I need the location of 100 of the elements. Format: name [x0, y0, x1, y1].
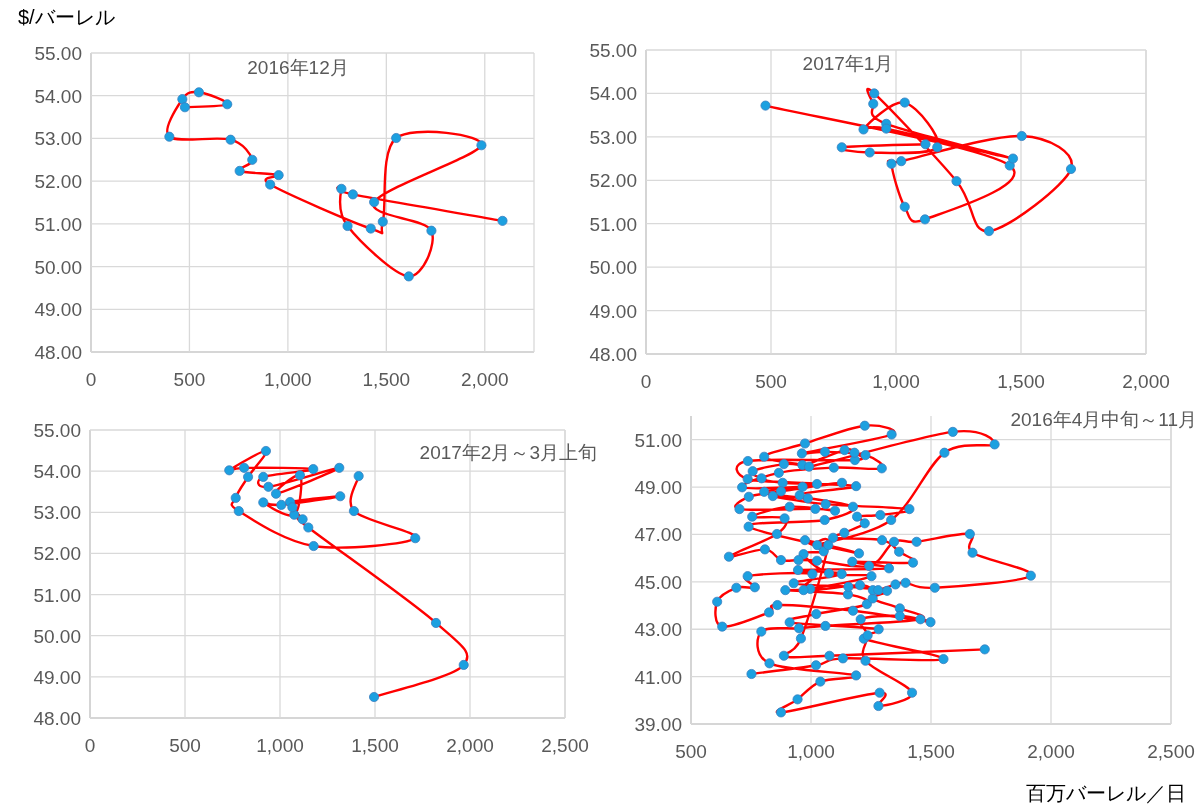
y-tick-label: 54.00 — [33, 461, 81, 483]
y-tick-label: 52.00 — [589, 170, 637, 192]
y-tick-label: 51.00 — [33, 584, 81, 606]
point — [984, 226, 994, 237]
y-tick-label: 51.00 — [589, 213, 637, 235]
y-tick-label: 53.00 — [589, 126, 637, 148]
point — [881, 123, 892, 134]
x-tick-label: 2,500 — [1147, 741, 1195, 762]
y-tick-label: 53.00 — [33, 502, 81, 524]
point — [353, 471, 364, 482]
x-tick-label: 1,500 — [351, 735, 399, 756]
point — [869, 88, 880, 99]
y-tick-label: 50.00 — [33, 625, 81, 647]
point — [348, 506, 359, 517]
y-tick-label: 55.00 — [589, 40, 637, 61]
point — [303, 522, 314, 533]
point — [230, 492, 241, 503]
x-tick-label: 2,000 — [1122, 371, 1170, 392]
point — [287, 502, 298, 513]
point — [239, 462, 250, 473]
point — [273, 170, 284, 181]
x-tick-label: 1,000 — [872, 371, 920, 392]
point — [886, 158, 897, 169]
y-tick-label: 45.00 — [634, 571, 682, 593]
x-tick-label: 0 — [640, 371, 652, 392]
y-tick-label: 48.00 — [589, 344, 637, 365]
y-tick-label: 52.00 — [34, 171, 82, 193]
x-tick-label: 500 — [169, 735, 201, 756]
text: 2017年2月～3月上旬 — [419, 442, 597, 463]
point — [234, 165, 245, 176]
chart-title: 2016年12月 — [247, 57, 349, 78]
point — [1008, 153, 1018, 164]
point — [222, 99, 233, 110]
point — [308, 464, 319, 475]
point — [497, 215, 508, 226]
point — [377, 216, 388, 227]
point — [179, 102, 190, 113]
point — [410, 533, 421, 544]
point — [1066, 163, 1076, 174]
point — [836, 142, 847, 153]
y-tick-label: 49.00 — [634, 477, 682, 499]
point — [858, 124, 869, 135]
point — [258, 497, 269, 508]
point — [271, 488, 282, 499]
x-tick-label: 1,000 — [787, 741, 835, 762]
point — [896, 156, 907, 167]
y-tick-label: 55.00 — [33, 420, 81, 441]
point — [920, 139, 931, 150]
x-tick-label: 1,500 — [362, 369, 411, 390]
point — [177, 94, 188, 105]
chart-title: 2017年1月 — [802, 53, 894, 74]
y-tick-label: 54.00 — [34, 85, 82, 107]
point — [260, 445, 271, 456]
point — [294, 470, 305, 481]
point — [164, 131, 175, 142]
y-tick-label: 47.00 — [634, 524, 682, 546]
point — [224, 465, 235, 476]
point — [458, 659, 469, 670]
point — [430, 617, 441, 628]
point — [347, 189, 358, 200]
point — [864, 147, 875, 158]
point — [308, 541, 319, 552]
y-tick-label: 50.00 — [34, 256, 82, 278]
point — [258, 471, 269, 482]
chart-title: 2016年4月中旬～11月 — [1010, 409, 1197, 430]
point — [391, 133, 402, 143]
x-axis-title: 百万バーレル／日 — [1026, 782, 1186, 804]
x-tick-label: 500 — [173, 369, 206, 390]
y-tick-label: 39.00 — [634, 714, 682, 735]
point — [342, 220, 353, 231]
y-axis-title: $/バーレル — [18, 6, 115, 28]
y-tick-label: 49.00 — [33, 666, 81, 688]
y-tick-label: 52.00 — [33, 543, 81, 565]
point — [265, 179, 276, 190]
y-tick-label: 50.00 — [589, 257, 637, 279]
x-tick-label: 1,500 — [907, 741, 955, 762]
point — [899, 201, 910, 212]
x-tick-label: 1,000 — [264, 369, 312, 390]
point — [899, 97, 910, 108]
x-tick-label: 2,000 — [1027, 741, 1075, 762]
y-tick-label: 55.00 — [34, 43, 82, 64]
point — [297, 514, 308, 525]
y-tick-label: 48.00 — [33, 708, 81, 729]
point — [920, 214, 930, 225]
y-tick-label: 49.00 — [589, 300, 637, 322]
x-tick-label: 0 — [84, 735, 96, 756]
point — [760, 100, 771, 111]
point — [868, 98, 879, 109]
point — [365, 223, 376, 234]
point — [263, 481, 274, 492]
x-tick-label: 2,000 — [446, 735, 494, 756]
y-tick-label: 49.00 — [34, 299, 82, 321]
point — [335, 491, 346, 502]
point — [1016, 130, 1027, 141]
point — [193, 87, 204, 98]
y-tick-label: 51.00 — [634, 429, 682, 451]
point — [276, 499, 287, 510]
point — [369, 197, 380, 208]
point — [403, 271, 414, 282]
y-tick-label: 53.00 — [34, 128, 82, 150]
